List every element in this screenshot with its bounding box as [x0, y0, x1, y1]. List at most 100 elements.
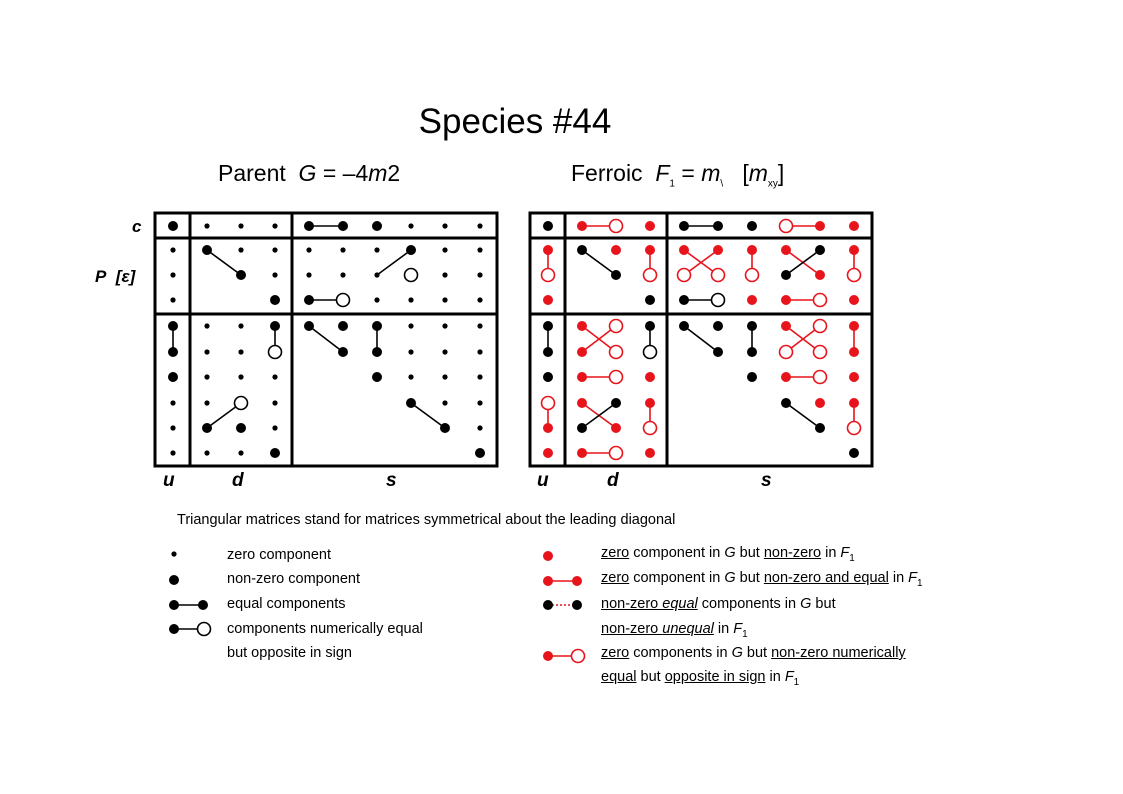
nonzero-component-dot: [713, 245, 723, 255]
opposite-sign-dot: [812, 344, 828, 360]
zero-component-dot: [204, 323, 210, 329]
parent-heading: Parent G = –4m2: [218, 160, 401, 186]
zero-component-dot: [477, 297, 483, 303]
nonzero-component-dot: [713, 321, 723, 331]
zero-component-dot: [238, 374, 244, 380]
nonzero-component-dot: [543, 321, 553, 331]
nonzero-component-dot: [611, 270, 621, 280]
zero-component-dot: [238, 247, 244, 253]
nonzero-component-dot: [781, 295, 791, 305]
nonzero-component-dot: [781, 398, 791, 408]
zero-component-dot: [408, 297, 414, 303]
legend-equal-components: equal components: [227, 596, 346, 612]
zero-component-dot: [442, 223, 448, 229]
col-label-u-right: u: [537, 470, 549, 491]
nonzero-component-dot: [543, 372, 553, 382]
legend-nonzero-equal-in-g: non-zero equal components in G but: [601, 596, 836, 612]
nonzero-component-dot: [304, 221, 314, 231]
nonzero-component-dot: [645, 321, 655, 331]
nonzero-component-dot: [236, 423, 246, 433]
nonzero-component-dot: [543, 245, 553, 255]
legend-red-zero-nonzero: zero component in G but non-zero in F1: [601, 545, 855, 564]
opposite-sign-dot: [540, 395, 556, 411]
legend-red-zero-equal: zero component in G but non-zero and equ…: [601, 570, 923, 589]
row-label-p: P [ε]: [95, 267, 136, 286]
nonzero-component-dot: [849, 347, 859, 357]
equal-components-link: [376, 249, 412, 276]
nonzero-component-dot: [543, 347, 553, 357]
ferroic-link: [785, 402, 821, 429]
zero-component-dot: [442, 323, 448, 329]
nonzero-component-dot: [645, 245, 655, 255]
nonzero-component-dot: [543, 423, 553, 433]
zero-component-dot: [442, 374, 448, 380]
nonzero-component-dot: [169, 624, 179, 634]
nonzero-component-dot: [572, 600, 582, 610]
zero-component-dot: [170, 272, 176, 278]
nonzero-component-dot: [849, 221, 859, 231]
zero-component-dot: [204, 374, 210, 380]
zero-component-dot: [374, 247, 380, 253]
nonzero-component-dot: [815, 423, 825, 433]
equal-components-link: [206, 249, 242, 276]
zero-component-dot: [477, 247, 483, 253]
opposite-sign-dot: [778, 218, 794, 234]
zero-component-dot: [477, 349, 483, 355]
col-label-d-left: d: [232, 470, 244, 491]
nonzero-component-dot: [815, 398, 825, 408]
nonzero-component-dot: [338, 347, 348, 357]
zero-component-dot: [442, 297, 448, 303]
nonzero-component-dot: [815, 221, 825, 231]
opposite-sign-dot: [403, 267, 419, 283]
zero-component-dot: [442, 349, 448, 355]
zero-component-dot: [204, 223, 210, 229]
opposite-sign-dot: [570, 648, 586, 664]
nonzero-component-dot: [202, 245, 212, 255]
legend-zero-component: zero component: [227, 547, 331, 563]
zero-component-dot: [306, 247, 312, 253]
nonzero-component-dot: [781, 270, 791, 280]
legend-red-opposite-sign-cont: equal but opposite in sign in F1: [601, 669, 800, 688]
nonzero-component-dot: [645, 372, 655, 382]
nonzero-component-dot: [645, 398, 655, 408]
zero-component-dot: [477, 272, 483, 278]
opposite-sign-dot: [608, 445, 624, 461]
nonzero-component-dot: [781, 372, 791, 382]
nonzero-component-dot: [713, 347, 723, 357]
nonzero-component-dot: [406, 245, 416, 255]
zero-component-dot: [170, 297, 176, 303]
zero-component-dot: [306, 272, 312, 278]
opposite-sign-dot: [608, 369, 624, 385]
nonzero-component-dot: [543, 295, 553, 305]
nonzero-component-dot: [270, 448, 280, 458]
page-title: Species #44: [418, 102, 612, 141]
opposite-sign-dot: [642, 420, 658, 436]
legend-opposite-components-cont: but opposite in sign: [227, 645, 352, 661]
zero-component-dot: [204, 349, 210, 355]
nonzero-component-dot: [168, 347, 178, 357]
opposite-sign-dot: [608, 344, 624, 360]
nonzero-component-dot: [372, 372, 382, 382]
nonzero-component-dot: [475, 448, 485, 458]
zero-component-dot: [272, 247, 278, 253]
nonzero-component-dot: [169, 600, 179, 610]
nonzero-component-dot: [270, 295, 280, 305]
nonzero-component-dot: [849, 372, 859, 382]
nonzero-component-dot: [611, 245, 621, 255]
nonzero-component-dot: [815, 245, 825, 255]
nonzero-component-dot: [679, 321, 689, 331]
nonzero-component-dot: [645, 448, 655, 458]
equal-components-link: [410, 402, 446, 429]
opposite-sign-dot: [846, 420, 862, 436]
nonzero-component-dot: [713, 221, 723, 231]
nonzero-component-dot: [747, 372, 757, 382]
opposite-sign-dot: [267, 344, 283, 360]
nonzero-component-dot: [645, 221, 655, 231]
nonzero-component-dot: [304, 321, 314, 331]
zero-component-dot: [238, 223, 244, 229]
legend-opposite-components: components numerically equal: [227, 621, 423, 637]
nonzero-component-dot: [747, 347, 757, 357]
opposite-sign-dot: [540, 267, 556, 283]
nonzero-component-dot: [338, 221, 348, 231]
